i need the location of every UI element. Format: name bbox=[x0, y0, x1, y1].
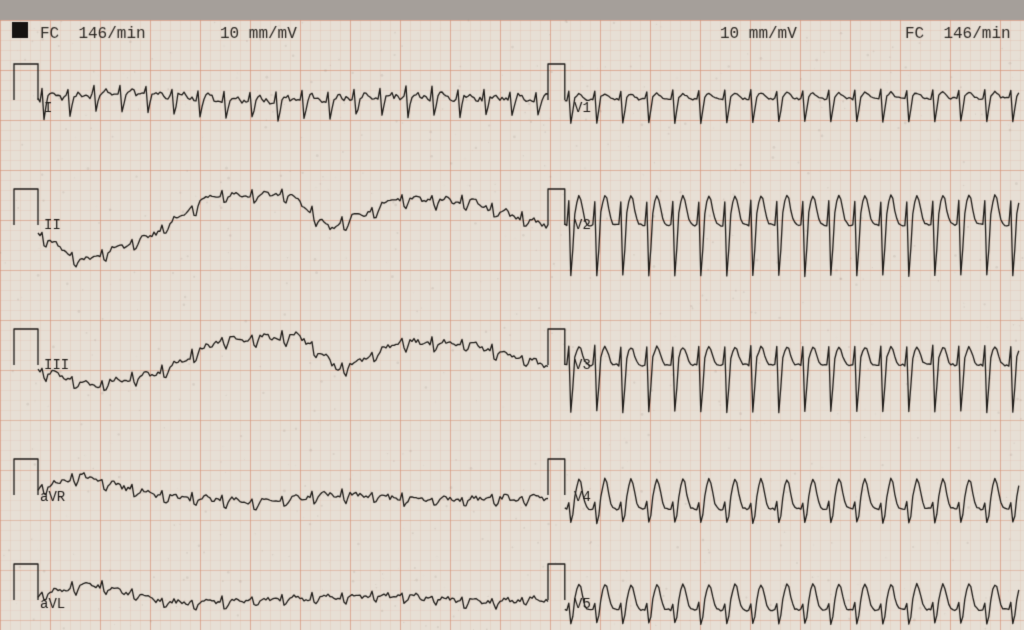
ecg-strip-canvas bbox=[0, 0, 1024, 630]
